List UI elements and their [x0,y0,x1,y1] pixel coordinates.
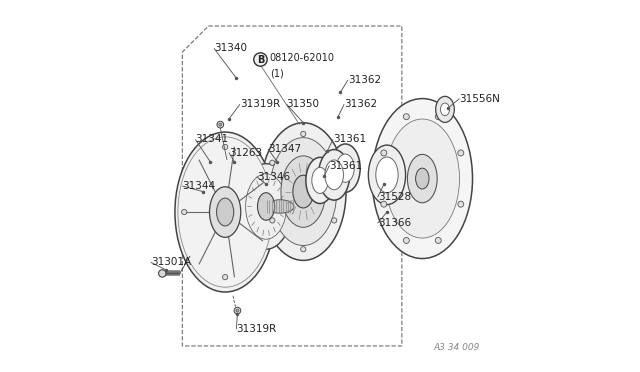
Ellipse shape [257,193,275,220]
Ellipse shape [293,175,314,208]
Circle shape [234,307,241,314]
Ellipse shape [260,123,346,260]
Circle shape [159,270,166,277]
Circle shape [458,201,464,207]
Text: 31301A: 31301A [151,257,191,267]
Ellipse shape [325,160,344,190]
Ellipse shape [246,174,287,239]
Ellipse shape [440,103,449,116]
Text: 31366: 31366 [378,218,411,228]
Circle shape [301,247,306,252]
Circle shape [381,201,387,207]
Circle shape [269,218,275,223]
Ellipse shape [436,96,454,122]
Circle shape [403,114,410,120]
Text: 31361: 31361 [330,161,362,170]
Ellipse shape [312,167,328,193]
Text: 31319R: 31319R [240,99,280,109]
Ellipse shape [266,200,294,213]
Ellipse shape [178,137,273,287]
Circle shape [223,275,228,280]
Circle shape [435,237,441,243]
Text: B: B [257,55,264,64]
Ellipse shape [175,132,275,292]
Circle shape [223,144,228,150]
Circle shape [403,237,410,243]
Circle shape [332,160,337,166]
Text: 31528: 31528 [378,192,411,202]
Circle shape [269,160,275,166]
Text: A3 34 009: A3 34 009 [433,343,480,352]
Circle shape [301,131,306,137]
Circle shape [381,150,387,156]
Circle shape [254,53,267,66]
Circle shape [264,209,269,215]
Text: 31347: 31347 [268,144,301,154]
Ellipse shape [240,164,292,249]
Ellipse shape [319,150,350,200]
Circle shape [182,209,187,215]
Ellipse shape [408,154,437,203]
Ellipse shape [415,168,429,189]
Text: 31362: 31362 [348,75,381,85]
Ellipse shape [330,144,360,192]
Circle shape [217,121,223,128]
Text: 31340: 31340 [214,44,247,53]
Text: 31362: 31362 [344,99,378,109]
Text: 31263: 31263 [229,148,262,157]
Ellipse shape [209,187,241,237]
Text: 31361: 31361 [333,135,366,144]
Ellipse shape [372,99,472,259]
Text: 08120-62010: 08120-62010 [270,53,335,62]
Circle shape [332,218,337,223]
Text: 31344: 31344 [182,181,216,191]
Ellipse shape [385,119,460,238]
Ellipse shape [281,156,326,227]
Text: 31346: 31346 [257,172,290,182]
Text: (1): (1) [270,69,284,78]
Ellipse shape [270,138,337,246]
Circle shape [458,150,464,156]
Text: 31341: 31341 [195,135,228,144]
Ellipse shape [216,198,234,226]
Ellipse shape [369,145,406,205]
Ellipse shape [306,157,334,203]
Circle shape [435,114,441,120]
Text: 31319R: 31319R [236,324,276,334]
Circle shape [236,309,239,312]
Ellipse shape [337,154,354,182]
Ellipse shape [376,157,398,193]
Circle shape [219,123,222,126]
Text: 31556N: 31556N [460,94,500,103]
Text: 31350: 31350 [287,99,319,109]
